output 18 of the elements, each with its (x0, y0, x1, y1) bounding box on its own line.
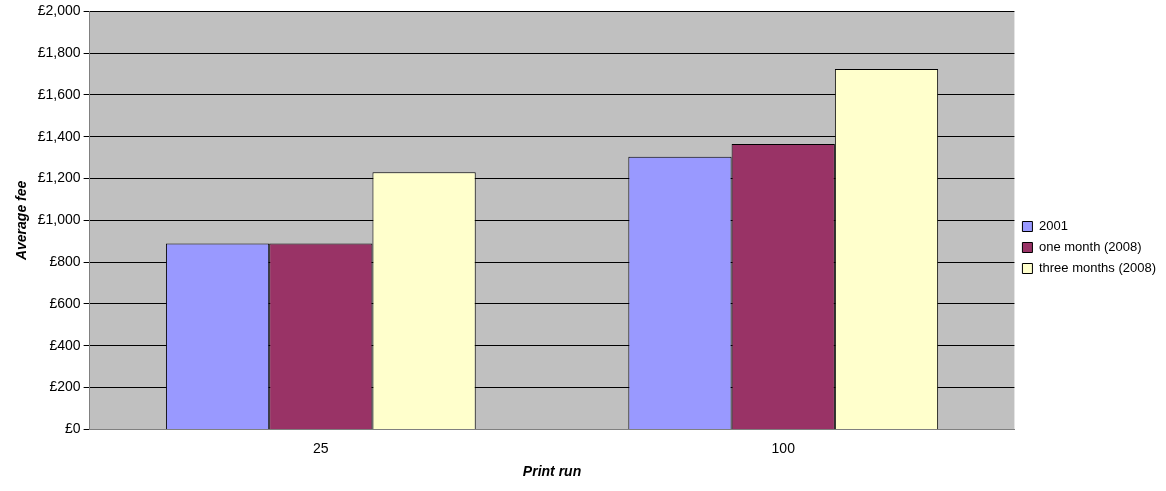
y-tick-label: £1,400 (37, 127, 81, 144)
y-axis-title: Average fee (13, 180, 30, 262)
y-tick-label: £2,000 (37, 2, 81, 19)
legend-label: one month (2008) (1038, 239, 1142, 255)
y-tick-label: £400 (49, 336, 81, 353)
y-tick-label: £1,600 (37, 85, 81, 102)
legend-label: three months (2008) (1038, 260, 1157, 276)
y-tick-label: £1,200 (37, 169, 81, 186)
y-tick-label: £1,800 (37, 44, 81, 61)
x-tick-label: 25 (313, 439, 329, 456)
legend-label: 2001 (1038, 218, 1068, 234)
y-tick-label: £200 (49, 378, 81, 395)
x-axis-title: Print run (522, 463, 582, 480)
y-tick-label: £800 (49, 253, 81, 270)
y-tick-label: £600 (49, 294, 81, 311)
y-tick-label: £0 (65, 420, 81, 437)
y-tick-label: £1,000 (37, 211, 81, 228)
x-tick-label: 100 (771, 439, 796, 456)
